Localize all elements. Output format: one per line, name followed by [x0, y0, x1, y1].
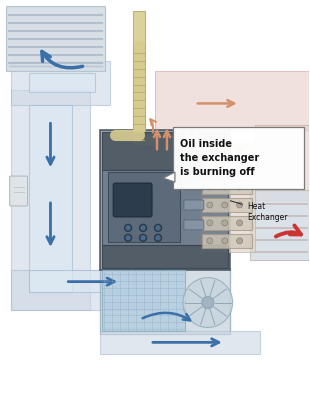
Circle shape: [222, 238, 228, 244]
Circle shape: [207, 202, 213, 208]
Circle shape: [207, 148, 213, 154]
FancyBboxPatch shape: [184, 220, 204, 230]
Circle shape: [237, 238, 243, 244]
Circle shape: [156, 236, 160, 240]
Circle shape: [207, 184, 213, 190]
Circle shape: [222, 220, 228, 226]
Circle shape: [141, 226, 145, 230]
Polygon shape: [29, 270, 135, 292]
Circle shape: [222, 166, 228, 172]
Polygon shape: [202, 198, 252, 212]
Polygon shape: [133, 135, 160, 145]
Polygon shape: [255, 125, 309, 200]
FancyBboxPatch shape: [173, 127, 304, 189]
Polygon shape: [6, 6, 105, 70]
Circle shape: [126, 236, 130, 240]
Polygon shape: [250, 190, 309, 260]
Circle shape: [207, 166, 213, 172]
Polygon shape: [100, 130, 230, 270]
Polygon shape: [202, 234, 252, 248]
Circle shape: [222, 184, 228, 190]
Polygon shape: [108, 172, 180, 242]
Circle shape: [125, 224, 132, 231]
Circle shape: [183, 278, 232, 328]
Polygon shape: [202, 216, 252, 230]
Circle shape: [154, 234, 162, 241]
Circle shape: [140, 234, 147, 241]
Polygon shape: [163, 172, 175, 182]
Polygon shape: [11, 61, 110, 106]
Polygon shape: [200, 140, 255, 252]
Polygon shape: [202, 162, 252, 176]
Circle shape: [237, 220, 243, 226]
Circle shape: [156, 226, 160, 230]
FancyBboxPatch shape: [10, 176, 28, 206]
Text: Heat
Exchanger: Heat Exchanger: [230, 201, 288, 222]
Circle shape: [202, 296, 214, 308]
FancyBboxPatch shape: [113, 183, 152, 217]
Polygon shape: [29, 106, 72, 292]
Circle shape: [237, 148, 243, 154]
FancyBboxPatch shape: [184, 180, 204, 190]
Polygon shape: [11, 270, 160, 310]
Circle shape: [237, 184, 243, 190]
Polygon shape: [100, 332, 259, 354]
Circle shape: [222, 202, 228, 208]
Circle shape: [141, 236, 145, 240]
Circle shape: [237, 166, 243, 172]
Circle shape: [222, 148, 228, 154]
Polygon shape: [202, 180, 252, 194]
Polygon shape: [102, 170, 228, 245]
Polygon shape: [11, 90, 90, 310]
Circle shape: [140, 224, 147, 231]
Polygon shape: [102, 132, 228, 170]
Polygon shape: [100, 268, 230, 334]
Polygon shape: [202, 144, 252, 158]
Polygon shape: [155, 70, 309, 130]
Circle shape: [126, 226, 130, 230]
Circle shape: [125, 234, 132, 241]
Circle shape: [207, 238, 213, 244]
Polygon shape: [29, 72, 95, 92]
FancyBboxPatch shape: [184, 200, 204, 210]
Polygon shape: [102, 270, 185, 332]
Circle shape: [237, 202, 243, 208]
Circle shape: [154, 224, 162, 231]
Text: Oil inside
the exchanger
is burning off: Oil inside the exchanger is burning off: [180, 139, 259, 177]
Circle shape: [207, 220, 213, 226]
Polygon shape: [133, 11, 145, 145]
Polygon shape: [102, 245, 228, 268]
